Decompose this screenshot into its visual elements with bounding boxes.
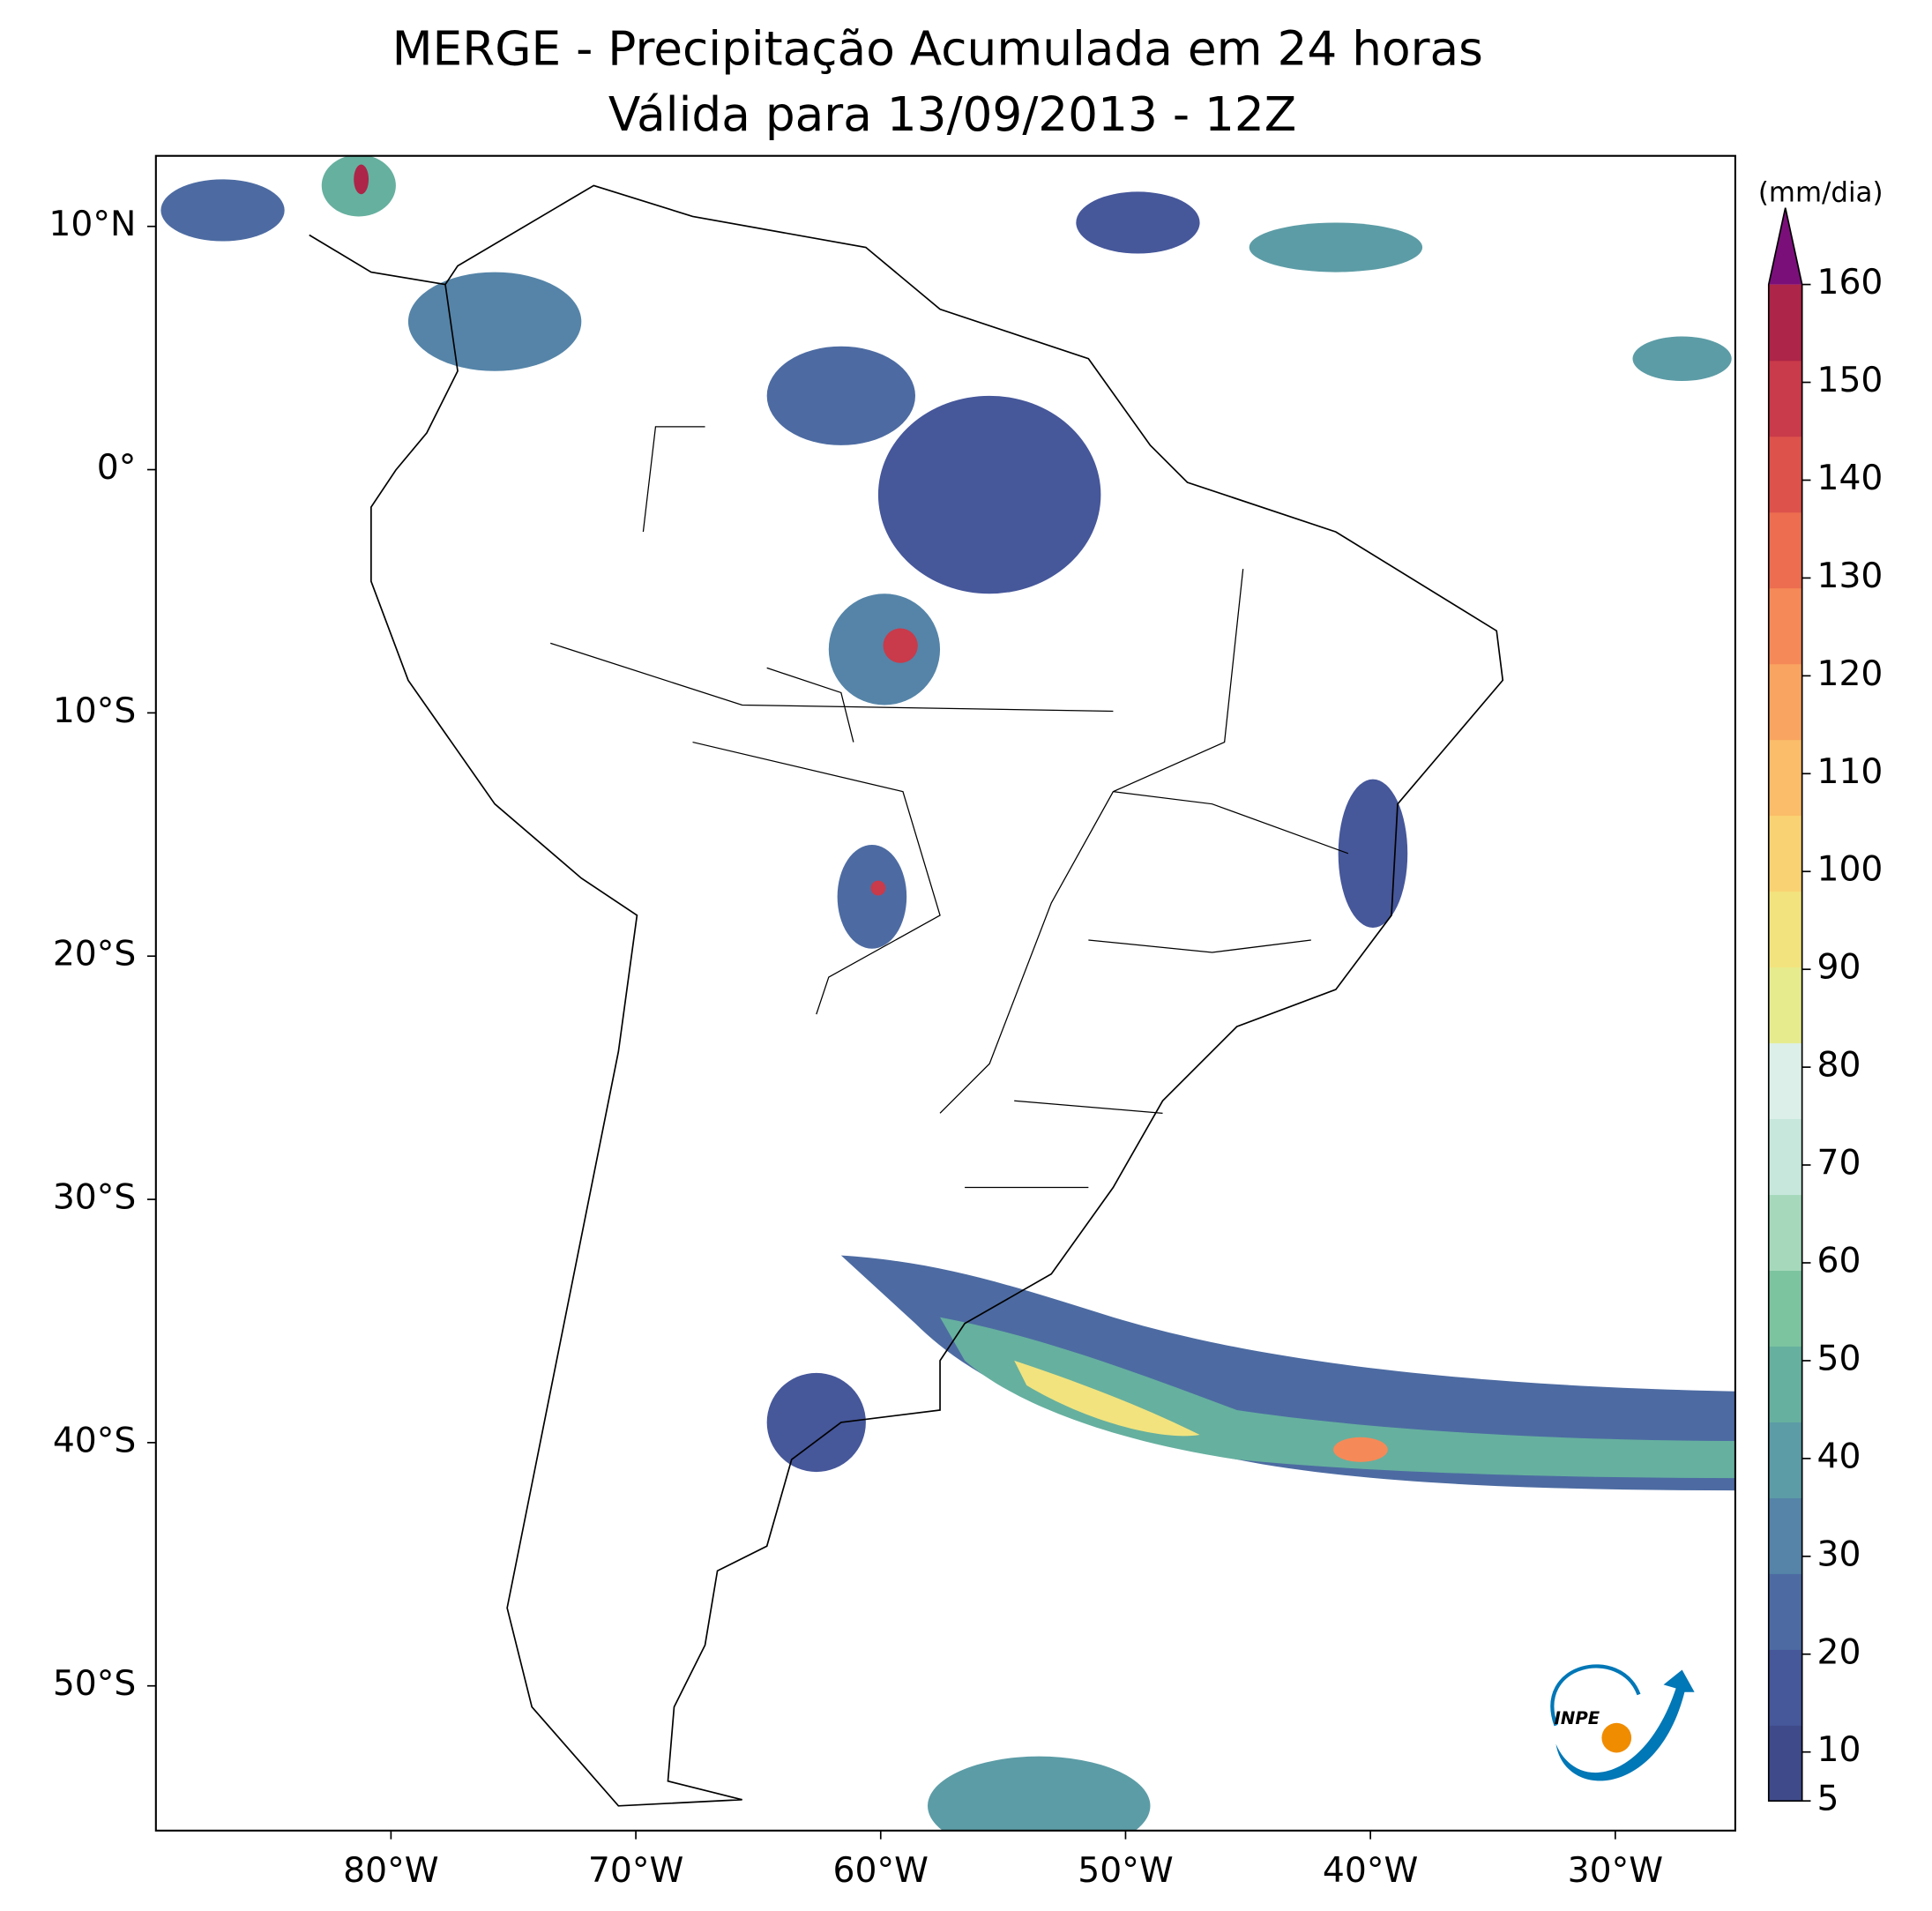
colorbar-band (1768, 891, 1802, 968)
colorbar-band (1768, 1497, 1802, 1574)
colorbar-tick-label: 110 (1816, 752, 1883, 792)
x-tick-label: 40°W (1323, 1851, 1418, 1891)
colorbar-band (1768, 511, 1802, 589)
colorbar-tick-label: 30 (1816, 1534, 1861, 1574)
title: MERGE - Precipitação Acumulada em 24 hor… (392, 22, 1483, 77)
logo-text: INPE (1555, 1708, 1600, 1728)
colorbar-band (1768, 1649, 1802, 1726)
colorbar-band (1768, 360, 1802, 437)
colorbar-band (1768, 1346, 1802, 1422)
y-tick-label: 0° (97, 448, 137, 488)
colorbar-label: (mm/dia) (1758, 177, 1884, 209)
x-tick-label: 30°W (1568, 1851, 1663, 1891)
colorbar-tick-label: 70 (1816, 1144, 1861, 1183)
inpe-logo: INPE (1550, 1664, 1695, 1781)
colorbar-tick-label: 140 (1816, 459, 1883, 498)
colorbar-band (1768, 1118, 1802, 1196)
colorbar-band (1768, 436, 1802, 513)
y-tick-label: 10°S (53, 691, 137, 731)
y-tick-label: 30°S (53, 1178, 137, 1218)
colorbar-tick-label: 40 (1816, 1437, 1861, 1476)
colorbar-band (1768, 815, 1802, 892)
colorbar-tick-label: 100 (1816, 850, 1883, 890)
colorbar-tick-label: 160 (1816, 263, 1883, 302)
map-area (154, 154, 1736, 1832)
x-tick-label: 70°W (588, 1851, 683, 1891)
colorbar-band (1768, 284, 1802, 362)
colorbar-frame (1767, 207, 1803, 1803)
colorbar-tick-label: 50 (1816, 1339, 1861, 1378)
colorbar-band (1768, 967, 1802, 1044)
colorbar-band (1768, 1422, 1802, 1498)
y-tick-label: 50°S (53, 1664, 137, 1704)
precipitation-field (160, 155, 1735, 1831)
map-frame (154, 154, 1736, 1832)
colorbar-band (1768, 587, 1802, 665)
x-tick-label: 60°W (833, 1851, 929, 1891)
colorbar-tick-label: 10 (1816, 1730, 1861, 1770)
colorbar-tick-label: 90 (1816, 948, 1861, 988)
y-tick-label: 10°N (48, 205, 136, 244)
coastline (309, 184, 1504, 1807)
colorbar-tick-label: 150 (1816, 361, 1883, 400)
colorbar-band (1768, 1042, 1802, 1120)
colorbar-band (1768, 1270, 1802, 1347)
y-tick-label: 40°S (53, 1421, 137, 1460)
colorbar-band (1768, 1725, 1802, 1802)
colorbar-band (1768, 663, 1802, 741)
colorbar-tick-label: 80 (1816, 1046, 1861, 1086)
colorbar-tick-label: 130 (1816, 556, 1883, 596)
subtitle: Válida para 13/09/2013 - 12Z (608, 87, 1296, 142)
colorbar-tick-label: 20 (1816, 1632, 1861, 1672)
colorbar-band (1768, 1194, 1802, 1272)
y-tick-label: 20°S (53, 935, 137, 974)
colorbar-extend (1768, 207, 1802, 285)
x-tick-label: 50°W (1078, 1851, 1173, 1891)
x-tick-label: 80°W (343, 1851, 438, 1891)
colorbar-tick-label: 60 (1816, 1241, 1861, 1280)
colorbar-band (1768, 739, 1802, 817)
colorbar-tick-label: 120 (1816, 654, 1883, 694)
colorbar-tick-label: 5 (1816, 1780, 1839, 1819)
colorbar-band (1768, 1573, 1802, 1650)
borders (550, 426, 1349, 1189)
